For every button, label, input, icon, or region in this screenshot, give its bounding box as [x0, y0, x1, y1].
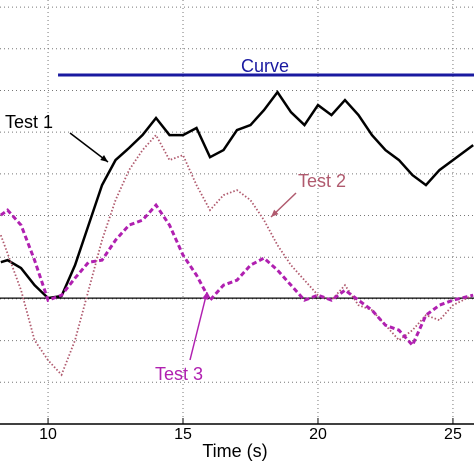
annotation-arrow: [189, 291, 208, 361]
arrow-head: [202, 292, 209, 300]
annotation-arrow: [69, 132, 109, 163]
series-line: [0, 89, 474, 300]
series-line: [0, 133, 474, 377]
annotation: Test 3: [155, 364, 203, 384]
x-tick-label: 10: [39, 426, 57, 443]
arrow-head: [100, 155, 108, 162]
x-tick-label: 20: [309, 426, 327, 443]
annotation: Test 1: [5, 112, 53, 132]
annotation: Test 2: [298, 171, 346, 191]
x-axis-label: Time (s): [202, 441, 267, 461]
x-tick-label: 25: [444, 426, 462, 443]
x-tick-label: 15: [174, 426, 192, 443]
arrow-head: [271, 209, 279, 217]
annotation: Curve: [241, 56, 289, 76]
series-line: [0, 202, 474, 348]
